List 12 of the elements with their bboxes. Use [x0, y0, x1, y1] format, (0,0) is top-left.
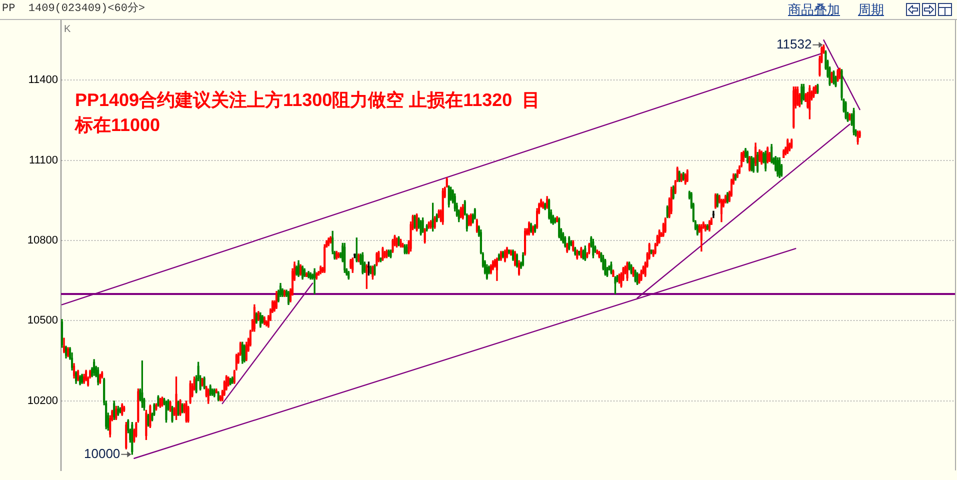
annotation: 10000 [84, 446, 120, 461]
y-tick-label: 11100 [29, 154, 58, 166]
text: 商品叠加 [788, 2, 840, 17]
annotation: K [64, 24, 71, 35]
annotation: PP1409合约建议关注上方11300阻力做空 止损在11320 目标在11000 [74, 90, 540, 135]
text: 周期 [858, 2, 884, 17]
y-tick-label: 10200 [27, 394, 58, 407]
annotation: 11532 [776, 36, 812, 52]
y-tick-label: 10800 [27, 234, 58, 247]
chart-title: PP 1409(023409)<60分> [2, 3, 146, 16]
y-tick-label: 10500 [27, 314, 58, 327]
y-tick-label: 11400 [28, 74, 58, 86]
